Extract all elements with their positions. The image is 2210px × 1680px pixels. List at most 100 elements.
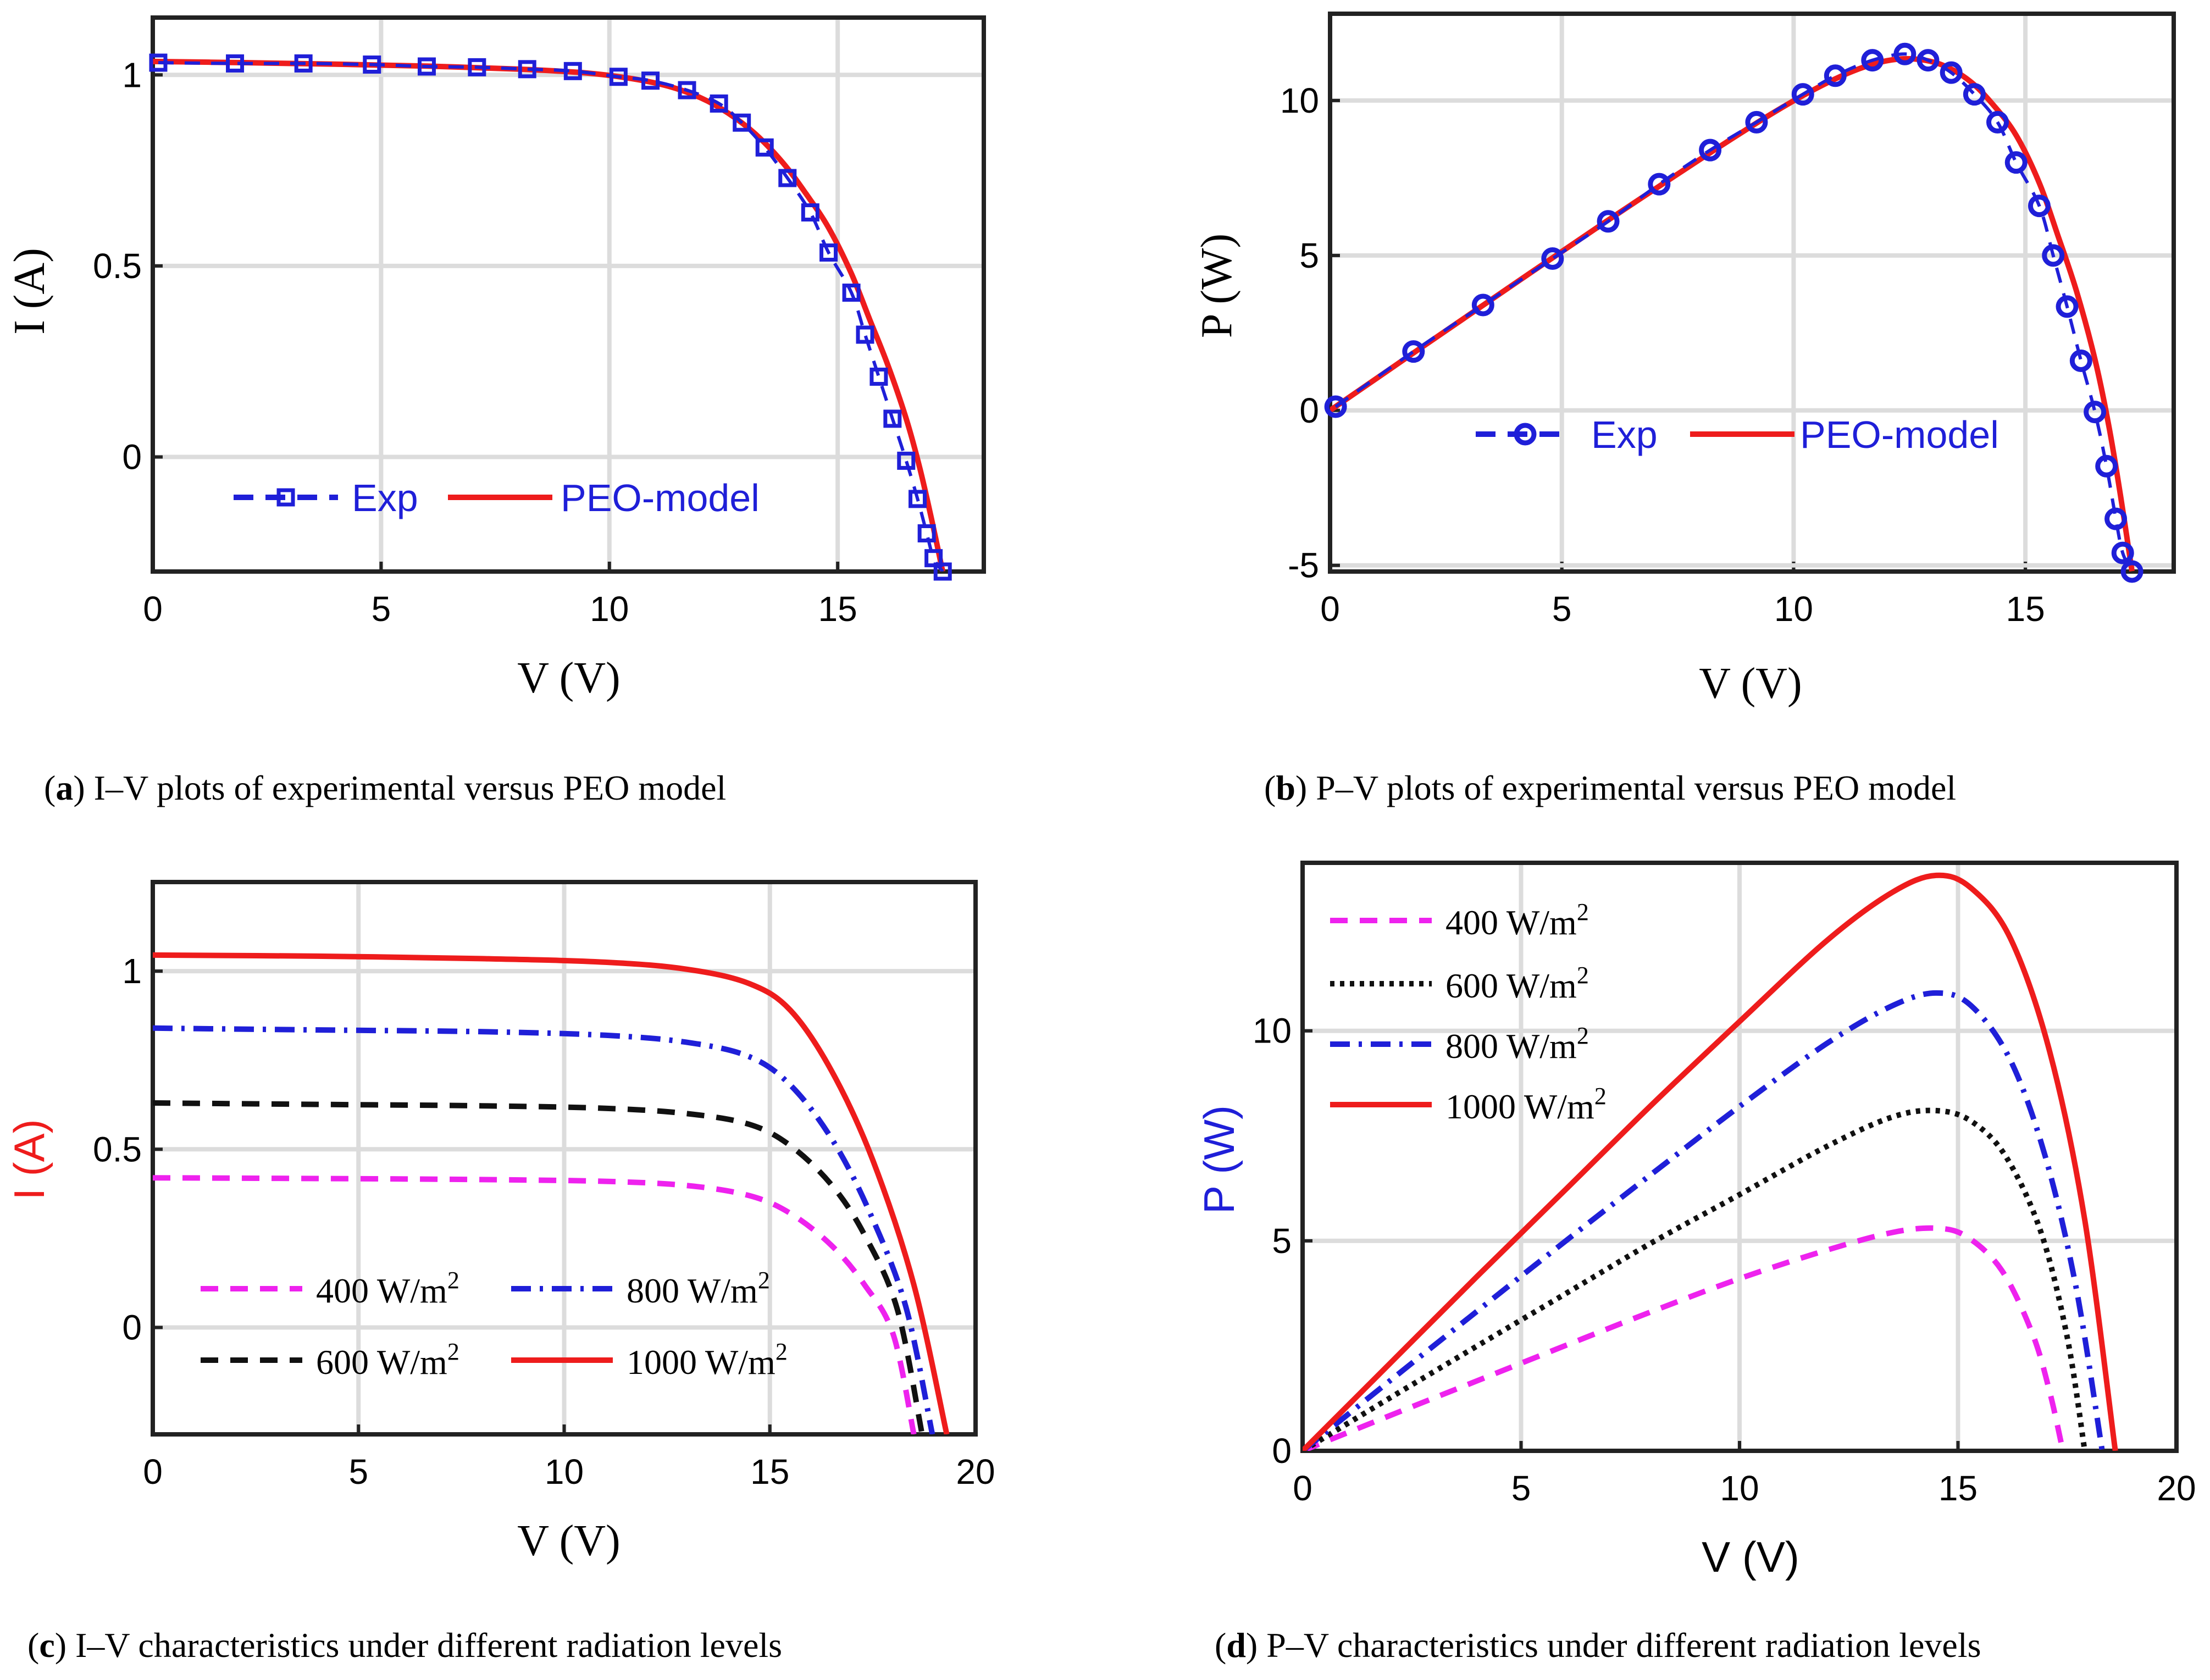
exp-marker xyxy=(641,71,660,90)
exp-marker xyxy=(2069,350,2092,373)
irradiance-line xyxy=(1303,1225,2066,1451)
x-tick-label: 5 xyxy=(372,589,391,629)
exp-marker xyxy=(2042,244,2065,267)
exp-marker xyxy=(1824,64,1847,87)
exp-marker xyxy=(2004,151,2028,174)
y-axis-label: I (A) xyxy=(5,248,54,335)
legend-text: Exp xyxy=(1591,413,1658,456)
exp-marker xyxy=(856,325,874,344)
caption-paren: ) xyxy=(55,1626,67,1665)
legend-label: 600 W/m2 xyxy=(316,1338,459,1382)
y-axis-label: P (W) xyxy=(1193,234,1241,338)
x-axis-label: V (V) xyxy=(1702,1533,1799,1581)
exp-marker xyxy=(2084,401,2107,424)
exp-marker xyxy=(869,367,888,386)
irradiance-line xyxy=(153,1100,925,1434)
exp-marker xyxy=(149,53,168,72)
exp-marker xyxy=(924,549,943,568)
caption: (c) I–V characteristics under different … xyxy=(27,1626,782,1665)
exp-marker xyxy=(917,524,936,542)
legend-label: 800 W/m2 xyxy=(627,1267,770,1310)
caption: (a) I–V plots of experimental versus PEO… xyxy=(44,768,726,807)
x-tick-label: 10 xyxy=(545,1452,584,1492)
y-axis-label: I (A) xyxy=(5,1119,53,1200)
x-tick-label: 5 xyxy=(1511,1468,1531,1508)
caption-letter: b xyxy=(1276,768,1295,807)
x-tick-label: 10 xyxy=(590,589,629,629)
x-tick-label: 15 xyxy=(818,589,857,629)
legend-sup: 2 xyxy=(447,1267,459,1294)
y-tick-label: 1 xyxy=(122,951,142,991)
exp-marker xyxy=(842,284,861,302)
exp-marker xyxy=(883,409,902,428)
y-tick-label: 0 xyxy=(122,1307,142,1347)
legend-label: 800 W/m2 xyxy=(1445,1022,1589,1066)
x-tick-label: 5 xyxy=(1552,589,1572,629)
x-tick-label: 10 xyxy=(1720,1468,1759,1508)
legend-sup: 2 xyxy=(758,1267,770,1294)
x-tick-label: 15 xyxy=(750,1452,789,1492)
legend-text: PEO-model xyxy=(561,476,760,519)
exp-marker xyxy=(468,58,486,76)
caption-paren: ( xyxy=(27,1626,39,1665)
legend: Exp PEO-model xyxy=(1476,413,1999,456)
legend-label: 600 W/m2 xyxy=(1445,962,1589,1005)
exp-line xyxy=(1334,52,2134,572)
exp-marker xyxy=(778,169,797,187)
irradiance-line xyxy=(1303,990,2105,1451)
legend-text: 400 W/m xyxy=(1445,903,1577,942)
exp-marker xyxy=(1648,173,1671,196)
y-tick-label: 5 xyxy=(1272,1221,1292,1261)
caption-paren: ) xyxy=(1246,1626,1258,1665)
y-tick-label: 5 xyxy=(1299,236,1319,275)
legend-text: 1000 W/m xyxy=(627,1343,776,1382)
plot-frame xyxy=(151,880,978,1437)
panel-a: 0 5 10 15 0 0.5 1 V (V) I (A) (a) I–V plots of ex… xyxy=(5,15,986,807)
exp-marker xyxy=(2028,195,2051,218)
exp-marker xyxy=(226,54,245,73)
caption-text: I–V plots of experimental versus PEO mod… xyxy=(85,768,727,807)
plot-frame xyxy=(1300,861,2179,1453)
legend-label: PEO-model xyxy=(561,476,760,519)
exp-marker xyxy=(1791,83,1814,106)
caption-text: P–V plots of experimental versus PEO mod… xyxy=(1307,768,1956,807)
legend-marker-exp xyxy=(276,488,295,507)
exp-marker xyxy=(1471,293,1494,317)
exp-marker xyxy=(909,490,927,508)
exp-marker xyxy=(563,62,582,80)
legend-label: PEO-model xyxy=(1800,413,1999,456)
caption-letter: c xyxy=(39,1626,54,1665)
y-tick-label: 0 xyxy=(122,437,142,476)
x-tick-label: 20 xyxy=(2157,1468,2196,1508)
legend-text: Exp xyxy=(352,476,418,519)
caption-letter: a xyxy=(56,768,73,807)
exp-marker xyxy=(2111,541,2134,564)
caption-text: I–V characteristics under different radi… xyxy=(67,1626,782,1665)
y-tick-label: 0 xyxy=(1299,391,1319,430)
irradiance-line xyxy=(153,1175,917,1434)
legend-text: 800 W/m xyxy=(627,1271,758,1310)
panel-d: 0 5 10 15 20 0 5 10 V (V) P (W) (d) P–V characteri… xyxy=(1195,861,2196,1665)
legend-label: 1000 W/m2 xyxy=(1445,1083,1607,1126)
exp-marker xyxy=(1986,110,2009,134)
x-tick-label: 10 xyxy=(1774,589,1813,629)
exp-marker xyxy=(819,243,838,262)
x-tick-label: 15 xyxy=(1938,1468,1978,1508)
legend-text: 600 W/m xyxy=(1445,966,1577,1005)
x-axis-label: V (V) xyxy=(517,654,620,702)
legend-sup: 2 xyxy=(776,1338,788,1365)
exp-marker xyxy=(1541,247,1564,270)
caption-paren: ) xyxy=(73,768,85,807)
legend-text: 400 W/m xyxy=(316,1271,447,1310)
exp-marker xyxy=(897,451,916,470)
legend-label: 400 W/m2 xyxy=(1445,899,1589,942)
exp-marker xyxy=(801,203,819,222)
caption: (b) P–V plots of experimental versus PEO… xyxy=(1264,768,1956,807)
exp-marker xyxy=(518,60,536,79)
irradiance-line xyxy=(153,1025,935,1434)
x-tick-label: 5 xyxy=(348,1452,368,1492)
legend-label: 400 W/m2 xyxy=(316,1267,459,1310)
legend-label: Exp xyxy=(352,476,418,519)
